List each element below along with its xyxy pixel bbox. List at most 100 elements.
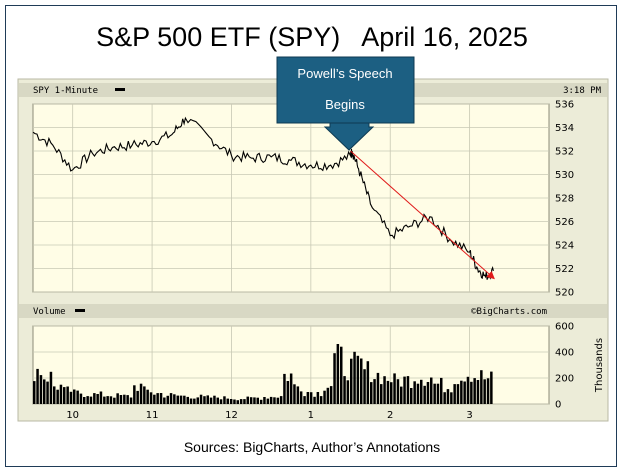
volume-bar xyxy=(450,392,453,404)
volume-bar xyxy=(370,382,373,404)
volume-bar xyxy=(246,396,249,404)
volume-bar xyxy=(263,397,266,404)
volume-bar xyxy=(163,397,166,404)
volume-bar xyxy=(356,355,360,404)
price-y-tick-label: 528 xyxy=(555,194,574,205)
volume-bar xyxy=(253,397,256,404)
volume-bar xyxy=(456,384,460,404)
volume-header-strip xyxy=(19,304,607,318)
volume-bar xyxy=(166,395,169,404)
volume-bar xyxy=(233,399,236,404)
volume-bar xyxy=(453,384,456,404)
x-tick-label: 1 xyxy=(308,410,314,421)
volume-bar xyxy=(440,377,443,404)
callout-box xyxy=(276,56,415,124)
volume-bar xyxy=(276,397,280,404)
volume-bar xyxy=(129,397,133,404)
price-header-left: SPY 1-Minute xyxy=(33,86,98,96)
volume-bar xyxy=(476,380,480,404)
volume-y-tick-label: 600 xyxy=(555,322,574,333)
price-y-tick-label: 532 xyxy=(555,147,574,158)
price-y-tick-label: 522 xyxy=(555,264,574,275)
volume-bar xyxy=(393,373,396,404)
price-header-right: 3:18 PM xyxy=(563,86,602,96)
volume-bar xyxy=(313,396,316,404)
volume-bar xyxy=(179,395,183,404)
volume-bar xyxy=(416,383,420,404)
volume-bar xyxy=(219,399,223,404)
volume-bar xyxy=(156,393,159,404)
volume-bar xyxy=(213,395,216,404)
volume-bar xyxy=(146,389,149,404)
price-header-dash xyxy=(115,88,125,91)
trend-arrow xyxy=(350,150,495,280)
volume-bar xyxy=(299,391,303,404)
volume-bar xyxy=(256,397,259,404)
callout-arrow xyxy=(323,122,375,151)
volume-bar xyxy=(89,396,93,404)
volume-bar xyxy=(433,383,436,404)
volume-bar xyxy=(323,390,326,404)
volume-bar xyxy=(410,388,413,404)
volume-bar xyxy=(56,389,59,404)
callout-line2: Begins xyxy=(325,97,365,112)
volume-bar xyxy=(279,396,283,404)
volume-bar xyxy=(309,392,313,404)
volume-bar xyxy=(333,353,336,404)
volume-bar xyxy=(173,394,176,404)
volume-y-tick-label: 200 xyxy=(555,374,574,385)
volume-bar xyxy=(133,385,136,404)
volume-y-tick-label: 0 xyxy=(555,400,561,411)
volume-header-left: Volume xyxy=(33,307,66,317)
volume-bar xyxy=(396,379,400,404)
volume-bar xyxy=(319,396,323,404)
volume-bar xyxy=(296,386,300,404)
volume-bar xyxy=(363,369,366,404)
volume-bar xyxy=(206,395,209,404)
volume-bar xyxy=(490,371,493,404)
volume-bar xyxy=(49,371,53,404)
volume-bar xyxy=(199,394,203,404)
volume-bar xyxy=(436,383,440,404)
volume-bar xyxy=(189,398,193,404)
volume-bar xyxy=(293,384,296,404)
volume-bar xyxy=(403,376,406,404)
volume-bar xyxy=(229,399,233,404)
volume-bar xyxy=(470,381,473,404)
x-tick-label: 11 xyxy=(146,410,159,421)
x-axis: 10 11 12 1 2 3 xyxy=(66,410,472,421)
volume-bar xyxy=(123,394,126,404)
volume-bar xyxy=(329,386,333,404)
volume-bar xyxy=(376,372,380,404)
volume-y-axis: 0 200 400 600 xyxy=(555,322,574,411)
price-y-tick-label: 526 xyxy=(555,217,574,228)
volume-bar xyxy=(273,397,276,404)
volume-bar xyxy=(149,392,153,404)
volume-bar xyxy=(153,394,156,404)
volume-bar xyxy=(266,398,270,404)
figure-title: S&P 500 ETF (SPY) April 16, 2025 xyxy=(96,22,528,52)
volume-bar xyxy=(126,395,129,404)
price-y-axis: 520 522 524 526 528 530 532 534 536 xyxy=(555,100,574,299)
volume-bar xyxy=(326,387,330,404)
volume-bar xyxy=(350,358,353,404)
volume-bar xyxy=(216,397,219,404)
volume-bar xyxy=(73,389,76,404)
callout: Powell’s Speech Begins xyxy=(276,56,415,151)
volume-bar xyxy=(86,396,89,404)
volume-bar xyxy=(460,380,463,404)
x-tick-label: 3 xyxy=(466,410,472,421)
volume-bar xyxy=(380,384,383,404)
volume-bar xyxy=(196,397,199,404)
volume-bar xyxy=(103,396,106,404)
volume-bar xyxy=(139,383,143,404)
volume-bar xyxy=(373,379,376,404)
volume-bar xyxy=(243,399,246,404)
volume-bar xyxy=(239,399,243,404)
volume-bar xyxy=(400,386,403,404)
volume-bar xyxy=(383,376,386,404)
volume-bar xyxy=(183,395,186,404)
volume-bar xyxy=(413,381,416,404)
volume-bar xyxy=(93,393,96,404)
volume-bar xyxy=(480,370,483,404)
